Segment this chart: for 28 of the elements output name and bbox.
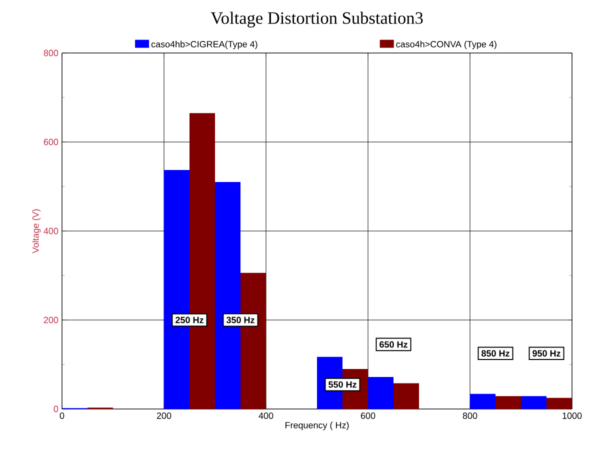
legend-label: caso4h>CONVA (Type 4)	[396, 40, 496, 50]
bar	[470, 394, 496, 409]
legend-label: caso4hb>CIGREA(Type 4)	[151, 40, 258, 50]
annotation: 350 Hz	[226, 316, 254, 324]
annotation: 550 Hz	[328, 381, 356, 388]
annotation: 250 Hz	[176, 316, 204, 324]
bar	[368, 376, 394, 409]
bar	[394, 383, 420, 409]
y-tick-label: 800	[44, 50, 58, 56]
chart-title: Voltage Distortion Substation3	[210, 12, 423, 28]
y-tick-label: 600	[44, 138, 58, 146]
x-tick-label: 400	[258, 412, 274, 419]
annotation: 650 Hz	[380, 341, 408, 348]
x-tick-label: 0	[60, 412, 64, 419]
bar	[496, 396, 522, 409]
y-axis-title: Voltage (V)	[32, 209, 41, 254]
x-tick-label: 200	[156, 412, 172, 419]
annotation: 850 Hz	[482, 350, 510, 357]
x-tick-label: 600	[360, 412, 376, 419]
x-axis-title: Frequency ( Hz)	[285, 422, 349, 430]
x-tick-label: 1000	[562, 412, 582, 419]
y-tick-label: 400	[44, 228, 58, 234]
bar	[546, 398, 572, 409]
x-tick-label: 800	[462, 412, 478, 419]
bar	[521, 396, 547, 409]
y-tick-label: 0	[54, 406, 58, 412]
y-tick-label: 200	[44, 316, 58, 324]
annotation: 950 Hz	[532, 350, 560, 357]
